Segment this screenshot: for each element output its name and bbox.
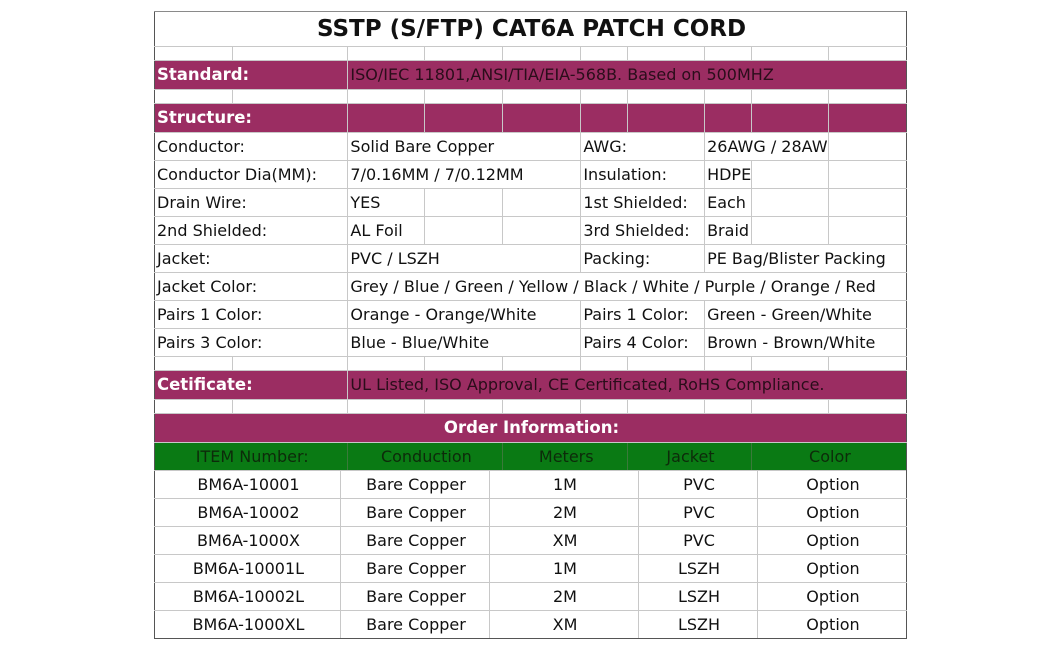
spec-row: 2nd Shielded: AL Foil 3rd Shielded: Brai… — [153, 216, 908, 245]
table-cell: 2M — [489, 498, 639, 527]
table-cell: 2M — [489, 582, 639, 611]
table-cell: Option — [757, 470, 907, 499]
column-header: Color — [750, 442, 908, 471]
table-cell: BM6A-10001L — [154, 554, 341, 583]
spec-row: Conductor Dia(MM): 7/0.16MM / 7/0.12MM I… — [153, 160, 908, 189]
spec-value: PVC / LSZH — [347, 244, 582, 273]
spec-label: Conductor: — [153, 132, 349, 161]
table-cell: XM — [489, 526, 639, 555]
spec-label: 1st Shielded: — [580, 188, 706, 217]
spacer-row — [154, 399, 908, 414]
spec-value: 7/0.16MM / 7/0.12MM — [347, 160, 582, 189]
spec-sheet: SSTP (S/FTP) CAT6A PATCH CORD Standard: … — [153, 11, 908, 639]
table-cell: PVC — [638, 470, 758, 499]
spec-row: Pairs 3 Color: Blue - Blue/White Pairs 4… — [153, 328, 907, 357]
spec-label: Insulation: — [580, 160, 706, 189]
spec-row: Jacket Color: Grey / Blue / Green / Yell… — [153, 272, 907, 301]
table-cell: LSZH — [638, 610, 758, 639]
table-cell: PVC — [638, 526, 758, 555]
table-cell: Bare Copper — [340, 610, 490, 639]
column-header: Conduction — [347, 442, 504, 471]
order-items-table: BM6A-10001 Bare Copper 1M PVC Option BM6A-100… — [154, 470, 907, 639]
spec-value: PE Bag/Blister Packing — [704, 244, 907, 273]
spec-value: Blue - Blue/White — [347, 328, 582, 357]
column-header: ITEM Number: — [153, 442, 349, 471]
table-cell: 1M — [489, 470, 639, 499]
table-cell: Option — [757, 526, 907, 555]
spec-value: Orange - Orange/White — [347, 300, 582, 329]
table-cell: BM6A-10001 — [154, 470, 341, 499]
spacer-row — [154, 356, 908, 371]
table-cell: Bare Copper — [340, 526, 490, 555]
spec-value: Green - Green/White — [704, 300, 907, 329]
table-cell: XM — [489, 610, 639, 639]
table-row: BM6A-10002 Bare Copper 2M PVC Option — [154, 498, 907, 527]
spec-label: Jacket: — [153, 244, 349, 273]
table-row: BM6A-1000X Bare Copper XM PVC Option — [154, 526, 907, 555]
table-cell: Bare Copper — [340, 582, 490, 611]
table-row: BM6A-10002L Bare Copper 2M LSZH Option — [154, 582, 907, 611]
certificate-row: Cetificate: UL Listed, ISO Approval, CE … — [153, 370, 907, 400]
standard-label: Standard: — [153, 60, 349, 90]
spec-value: Braid — [704, 216, 752, 245]
order-title-row: Order Information: — [154, 413, 907, 443]
spec-value: Grey / Blue / Green / Yellow / Black / W… — [347, 272, 907, 301]
table-cell: Option — [757, 554, 907, 583]
spec-value: Solid Bare Copper — [347, 132, 582, 161]
spec-label: Drain Wire: — [153, 188, 349, 217]
table-cell: Bare Copper — [340, 470, 490, 499]
table-cell: BM6A-10002L — [154, 582, 341, 611]
table-cell: BM6A-1000X — [154, 526, 341, 555]
table-cell: Option — [757, 582, 907, 611]
standard-row: Standard: ISO/IEC 11801,ANSI/TIA/EIA-568… — [153, 60, 907, 90]
spec-row: Jacket: PVC / LSZH Packing: PE Bag/Blist… — [153, 244, 907, 273]
spec-row: Drain Wire: YES 1st Shielded: Each Pair — [153, 188, 908, 217]
spec-value: AL Foil — [347, 216, 426, 245]
table-row: BM6A-10001 Bare Copper 1M PVC Option — [154, 470, 907, 499]
table-cell: Bare Copper — [340, 554, 490, 583]
table-cell: BM6A-1000XL — [154, 610, 341, 639]
spec-label: Jacket Color: — [153, 272, 349, 301]
spec-label: Conductor Dia(MM): — [153, 160, 349, 189]
spec-label: 2nd Shielded: — [153, 216, 349, 245]
spec-label: 3rd Shielded: — [580, 216, 706, 245]
spec-label: Pairs 1 Color: — [153, 300, 349, 329]
certificate-label: Cetificate: — [153, 370, 349, 400]
table-cell: Bare Copper — [340, 498, 490, 527]
spec-label: Pairs 3 Color: — [153, 328, 349, 357]
table-row: BM6A-1000XL Bare Copper XM LSZH Option — [154, 610, 907, 639]
spec-value: Brown - Brown/White — [704, 328, 907, 357]
spec-label: AWG: — [580, 132, 706, 161]
spec-value: Each Pair — [704, 188, 752, 217]
structure-row: Structure: — [153, 103, 908, 133]
table-cell: LSZH — [638, 554, 758, 583]
table-cell: PVC — [638, 498, 758, 527]
spec-label: Pairs 4 Color: — [580, 328, 706, 357]
order-header-row: ITEM Number: Conduction Meters Jacket Co… — [153, 442, 908, 471]
table-cell: Option — [757, 498, 907, 527]
spec-row: Pairs 1 Color: Orange - Orange/White Pai… — [153, 300, 907, 329]
column-header: Jacket — [627, 442, 752, 471]
order-title: Order Information: — [154, 413, 907, 443]
spec-row: Conductor: Solid Bare Copper AWG: 26AWG … — [153, 132, 908, 161]
page-title: SSTP (S/FTP) CAT6A PATCH CORD — [154, 11, 907, 47]
spec-value: YES — [347, 188, 426, 217]
spec-label: Packing: — [580, 244, 706, 273]
table-cell: LSZH — [638, 582, 758, 611]
certificate-value: UL Listed, ISO Approval, CE Certificated… — [347, 370, 907, 400]
table-cell: Option — [757, 610, 907, 639]
table-row: BM6A-10001L Bare Copper 1M LSZH Option — [154, 554, 907, 583]
spec-label: Pairs 1 Color: — [580, 300, 706, 329]
column-header: Meters — [502, 442, 629, 471]
spec-value: 26AWG / 28AWG — [704, 132, 829, 161]
spacer-row — [154, 89, 908, 104]
spec-value: HDPE — [704, 160, 752, 189]
structure-label: Structure: — [153, 103, 349, 133]
table-cell: BM6A-10002 — [154, 498, 341, 527]
table-cell: 1M — [489, 554, 639, 583]
standard-value: ISO/IEC 11801,ANSI/TIA/EIA-568B. Based o… — [347, 60, 907, 90]
spec-table: SSTP (S/FTP) CAT6A PATCH CORD Standard: … — [153, 11, 908, 471]
spacer-row — [154, 46, 908, 61]
